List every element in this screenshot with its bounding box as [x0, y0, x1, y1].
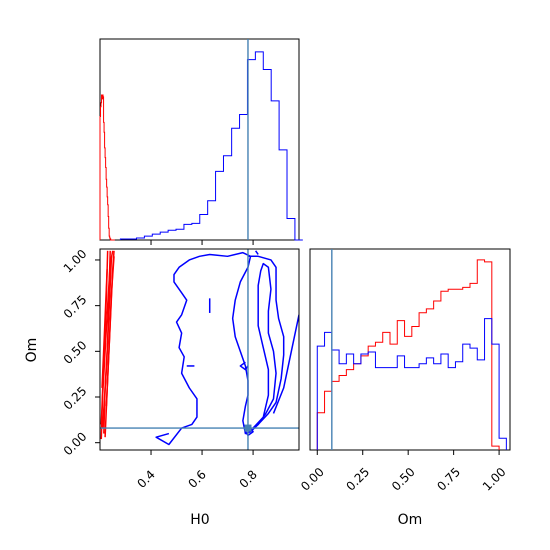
h0-marginal-series-step [119, 51, 303, 241]
joint-contour-line [239, 361, 249, 371]
joint-contour-clip-group [100, 250, 299, 446]
joint-contour-line [101, 269, 108, 388]
joint-contour-line [101, 256, 113, 429]
joint-ytick-label: 0.00 [61, 429, 90, 458]
joint-contour-series-layer [100, 250, 299, 446]
joint-contour-line [255, 250, 259, 255]
joint-ytick-label: 0.50 [61, 338, 90, 367]
joint-contour-line [272, 314, 299, 414]
joint-truth-marker [244, 424, 252, 432]
h0-marginal-series-layer [99, 51, 303, 241]
om-marginal-xtick-label: 0.75 [434, 465, 463, 494]
joint-xlabel: H0 [190, 512, 209, 528]
om-marginal-series-layer [316, 259, 507, 450]
om-marginal-frame [309, 248, 511, 451]
h0-marginal-series-step [99, 94, 115, 241]
om-marginal-histogram-panel: 0.00 0.25 0.50 0.75 1.00 Om [298, 248, 511, 528]
om-marginal-xtick-label: 1.00 [480, 465, 509, 494]
h0-marginal-histogram-panel [99, 38, 303, 245]
om-marginal-xticks: 0.00 0.25 0.50 0.75 1.00 [298, 450, 509, 494]
om-marginal-xtick-label: 0.00 [298, 465, 327, 494]
joint-ylabel: Om [24, 338, 40, 363]
h0-om-joint-contour-panel: 0.4 0.6 0.8 0.00 0.25 0.50 0.75 1.00 H0 Om [24, 247, 300, 528]
joint-ytick-label: 0.25 [61, 384, 90, 413]
joint-xticks: 0.4 0.6 0.8 [134, 450, 260, 491]
joint-frame [99, 248, 300, 451]
om-marginal-xlabel: Om [398, 512, 423, 528]
joint-xtick-label: 0.4 [134, 467, 157, 490]
om-marginal-xtick-label: 0.25 [344, 465, 373, 494]
joint-yticks: 0.00 0.25 0.50 0.75 1.00 [61, 247, 100, 458]
h0-marginal-xticks [150, 240, 254, 245]
om-marginal-series-step [316, 259, 500, 450]
joint-ytick-label: 1.00 [61, 247, 90, 276]
om-marginal-series-step [316, 318, 507, 450]
joint-contour-line [105, 256, 115, 407]
joint-contour-line [252, 262, 277, 429]
joint-ytick-label: 0.75 [61, 292, 90, 321]
joint-xtick-label: 0.8 [237, 467, 260, 490]
om-marginal-xtick-label: 0.50 [389, 465, 418, 494]
joint-xtick-label: 0.6 [186, 467, 209, 490]
